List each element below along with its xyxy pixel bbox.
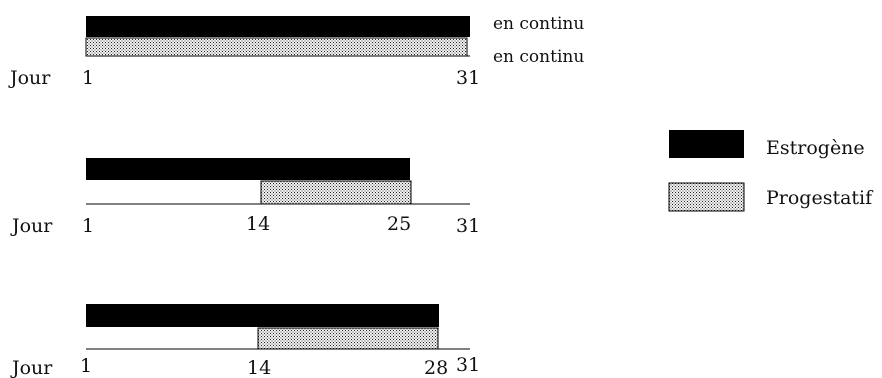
scheme-1-day-label: Jour bbox=[8, 67, 51, 89]
scheme-2: Jour 1 14 25 31 bbox=[10, 158, 480, 237]
scheme-3-progestin-bar bbox=[257, 327, 439, 350]
legend-progestin-label: Progestatif bbox=[766, 187, 874, 209]
scheme-2-tick-25: 25 bbox=[387, 213, 411, 235]
scheme-1-estrogen-note: en continu bbox=[493, 14, 584, 34]
scheme-2-day-label: Jour bbox=[10, 215, 53, 237]
legend: Estrogène Progestatif bbox=[668, 130, 874, 212]
scheme-3-day-label: Jour bbox=[10, 357, 53, 378]
legend-estrogen-label: Estrogène bbox=[766, 137, 865, 159]
scheme-1: Jour 1 31 en continu en continu bbox=[8, 14, 584, 89]
scheme-3-tick-14: 14 bbox=[247, 357, 271, 378]
scheme-1-tick-1: 1 bbox=[82, 67, 94, 89]
scheme-2-progestin-bar bbox=[260, 180, 412, 205]
scheme-2-estrogen-bar bbox=[86, 158, 410, 180]
legend-estrogen-swatch bbox=[669, 130, 744, 158]
scheme-1-progestin-note: en continu bbox=[493, 47, 584, 67]
scheme-1-progestin-bar bbox=[85, 37, 468, 57]
scheme-2-tick-1: 1 bbox=[82, 215, 94, 237]
scheme-3-estrogen-bar bbox=[86, 304, 439, 327]
legend-progestin-swatch bbox=[668, 182, 745, 212]
scheme-2-tick-14: 14 bbox=[246, 213, 270, 235]
scheme-3-tick-31: 31 bbox=[456, 354, 480, 376]
scheme-1-estrogen-bar bbox=[86, 16, 470, 37]
scheme-2-tick-31: 31 bbox=[456, 215, 480, 237]
scheme-3-tick-1: 1 bbox=[80, 355, 92, 377]
scheme-3-tick-28: 28 bbox=[424, 357, 448, 378]
scheme-3: Jour 1 14 28 31 bbox=[10, 304, 480, 378]
scheme-1-tick-31: 31 bbox=[456, 67, 480, 89]
